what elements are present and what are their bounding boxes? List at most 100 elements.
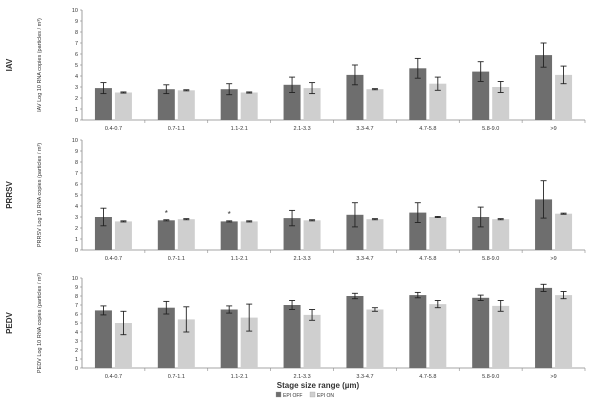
panel-label: PRRSV — [5, 181, 14, 209]
bar-epi-on — [429, 304, 447, 368]
x-tick-label: 0.4-0.7 — [105, 256, 122, 262]
x-tick-label: 3.3-4.7 — [356, 374, 373, 380]
x-tick-label: 4.7-5.8 — [419, 374, 436, 380]
bar-epi-off — [94, 88, 112, 120]
bar-epi-on — [366, 219, 384, 250]
x-tick-label: 2.1-3.3 — [294, 374, 311, 380]
bar-epi-on — [240, 92, 258, 120]
x-tick-label: 0.7-1.1 — [168, 374, 185, 380]
y-tick-label: 9 — [75, 285, 78, 291]
legend: EPI OFF EPI ON — [275, 391, 334, 399]
bar-epi-on — [366, 309, 384, 368]
y-tick-label: 8 — [75, 30, 78, 36]
bar-epi-on — [240, 317, 258, 368]
y-tick-label: 0 — [75, 248, 78, 254]
y-axis-label: PRRSV Log 10 RNA copies (particles / m³) — [37, 143, 43, 247]
y-axis-label: PEDV Log 10 RNA copies (particles / m³) — [37, 273, 43, 373]
bar-epi-on — [555, 295, 573, 368]
bar-epi-off — [409, 295, 427, 368]
y-tick-label: 5 — [75, 193, 78, 199]
bar-epi-on — [177, 90, 195, 120]
x-tick-label: 1.1-2.1 — [231, 256, 248, 262]
x-tick-label: >9 — [550, 126, 556, 132]
bar-epi-off — [157, 89, 175, 120]
y-tick-label: 3 — [75, 215, 78, 221]
panel-pedv: PEDV PEDV Log 10 RNA copies (particles / … — [5, 273, 586, 380]
bar-epi-off — [472, 297, 490, 368]
legend-swatch — [309, 391, 316, 398]
bar-epi-off — [283, 305, 301, 368]
y-tick-label: 5 — [75, 63, 78, 69]
y-tick-label: 7 — [75, 303, 78, 309]
bar-epi-on — [240, 221, 258, 250]
panel-label: IAV — [5, 58, 14, 71]
x-tick-label: 3.3-4.7 — [356, 256, 373, 262]
bar-epi-off — [472, 217, 490, 250]
y-tick-label: 1 — [75, 237, 78, 243]
bar-epi-off — [283, 84, 301, 120]
x-tick-label: 1.1-2.1 — [231, 126, 248, 132]
bar-epi-off — [409, 68, 427, 120]
y-tick-label: 4 — [75, 330, 78, 336]
legend-label: EPI OFF — [283, 393, 302, 399]
bar-epi-off — [220, 89, 238, 120]
x-tick-label: 0.7-1.1 — [168, 126, 185, 132]
y-tick-label: 1 — [75, 107, 78, 113]
bar-epi-off — [346, 296, 364, 368]
legend-swatch — [275, 391, 282, 398]
y-tick-label: 4 — [75, 204, 78, 210]
bar-epi-off — [94, 217, 112, 250]
bar-epi-on — [177, 319, 195, 368]
bar-epi-on — [366, 89, 384, 120]
y-tick-label: 10 — [72, 8, 78, 14]
bar-epi-on — [555, 74, 573, 120]
bar-epi-on — [555, 213, 573, 250]
y-tick-label: 10 — [72, 138, 78, 144]
chart-panels: IAV IAV Log 10 RNA copies (particles / m³… — [5, 8, 586, 380]
legend-label: EPI ON — [317, 393, 334, 399]
y-tick-label: 2 — [75, 348, 78, 354]
x-tick-label: 2.1-3.3 — [294, 126, 311, 132]
bar-epi-on — [303, 220, 321, 250]
x-tick-label: 2.1-3.3 — [294, 256, 311, 262]
bar-epi-off — [94, 310, 112, 368]
bar-epi-off — [346, 74, 364, 120]
bar-epi-off — [157, 220, 175, 250]
x-tick-label: >9 — [550, 374, 556, 380]
x-tick-label: 1.1-2.1 — [231, 374, 248, 380]
y-tick-label: 5 — [75, 321, 78, 327]
y-tick-label: 1 — [75, 357, 78, 363]
bar-epi-off — [220, 221, 238, 250]
y-tick-label: 0 — [75, 118, 78, 124]
y-tick-label: 4 — [75, 74, 78, 80]
bar-epi-off — [409, 212, 427, 250]
x-axis-title: Stage size range (µm) — [277, 381, 360, 390]
bar-epi-off — [535, 287, 553, 368]
x-tick-label: 5.8-9.0 — [482, 126, 499, 132]
y-tick-label: 9 — [75, 19, 78, 25]
x-tick-label: 5.8-9.0 — [482, 374, 499, 380]
x-tick-label: 0.7-1.1 — [168, 256, 185, 262]
bar-epi-on — [492, 87, 510, 120]
panel-label: PEDV — [5, 311, 14, 333]
x-tick-label: 4.7-5.8 — [419, 256, 436, 262]
y-tick-label: 9 — [75, 149, 78, 155]
y-tick-label: 6 — [75, 182, 78, 188]
bar-epi-on — [429, 217, 447, 250]
y-tick-label: 2 — [75, 226, 78, 232]
x-tick-label: 4.7-5.8 — [419, 126, 436, 132]
bar-epi-on — [177, 219, 195, 250]
x-tick-label: 0.4-0.7 — [105, 126, 122, 132]
y-tick-label: 6 — [75, 312, 78, 318]
x-tick-label: 5.8-9.0 — [482, 256, 499, 262]
bar-epi-off — [472, 71, 490, 120]
bar-epi-on — [114, 221, 132, 250]
y-tick-label: 2 — [75, 96, 78, 102]
y-tick-label: 0 — [75, 366, 78, 372]
bar-epi-on — [492, 219, 510, 250]
x-tick-label: >9 — [550, 256, 556, 262]
significance-marker: * — [228, 210, 231, 219]
y-tick-label: 7 — [75, 41, 78, 47]
bar-epi-off — [346, 214, 364, 250]
